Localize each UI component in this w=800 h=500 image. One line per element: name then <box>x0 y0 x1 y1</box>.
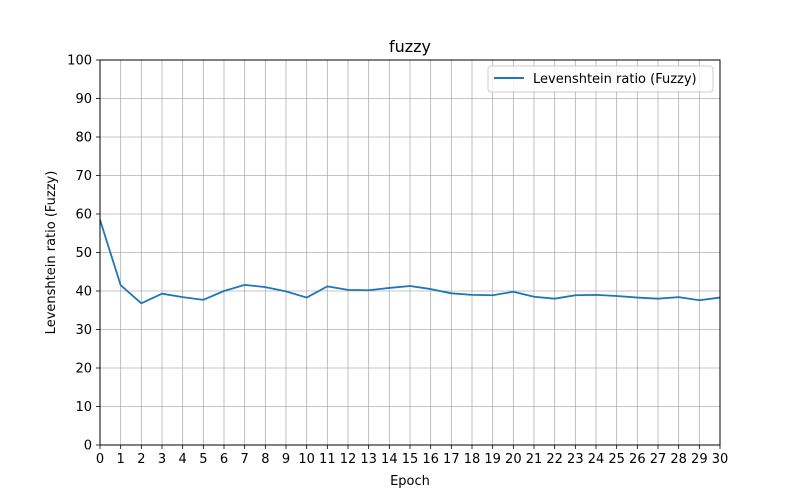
x-tick-label: 12 <box>340 452 357 467</box>
x-tick-label: 1 <box>117 452 125 467</box>
x-tick-label: 17 <box>443 452 460 467</box>
x-tick-label: 26 <box>629 452 646 467</box>
series-line <box>99 219 721 305</box>
x-tick-label: 13 <box>360 452 377 467</box>
y-tick-label: 60 <box>75 208 92 223</box>
x-tick-label: 22 <box>546 452 563 467</box>
x-tick-label: 15 <box>402 452 419 467</box>
x-tick-label: 23 <box>567 452 584 467</box>
chart-title: fuzzy <box>389 37 431 56</box>
y-tick-label: 100 <box>67 54 92 69</box>
y-tick-label: 70 <box>75 169 92 184</box>
y-tick-label: 40 <box>75 285 92 300</box>
y-tick-label: 10 <box>75 400 92 415</box>
x-tick-label: 18 <box>464 452 481 467</box>
x-tick-label: 7 <box>241 452 249 467</box>
x-tick-label: 21 <box>526 452 543 467</box>
legend-box <box>487 65 714 93</box>
x-tick-label: 4 <box>179 452 187 467</box>
x-tick-label: 30 <box>712 452 729 467</box>
y-axis-label: Levenshtein ratio (Fuzzy) <box>44 171 59 335</box>
x-tick-label: 0 <box>96 452 104 467</box>
legend: Levenshtein ratio (Fuzzy) <box>487 65 714 93</box>
y-tick-label: 80 <box>75 131 92 146</box>
x-tick-label: 11 <box>319 452 336 467</box>
x-tick-label: 16 <box>422 452 439 467</box>
x-tick-label: 8 <box>261 452 269 467</box>
x-tick-label: 25 <box>608 452 625 467</box>
x-tick-label: 20 <box>505 452 522 467</box>
x-axis-label: Epoch <box>390 474 430 489</box>
x-tick-label: 27 <box>650 452 667 467</box>
y-tick-label: 50 <box>75 246 92 261</box>
x-tick-label: 14 <box>381 452 398 467</box>
x-tick-label: 24 <box>588 452 605 467</box>
axis-ticks: 0 1 2 3 4 5 6 7 8 9 10 11 12 13 14 15 16 17 18 19 20 21 22 23 24… <box>67 54 728 468</box>
x-tick-label: 10 <box>298 452 315 467</box>
y-tick-label: 20 <box>75 362 92 377</box>
y-tick-label: 30 <box>75 323 92 338</box>
legend-label: Levenshtein ratio (Fuzzy) <box>533 72 697 87</box>
x-tick-label: 9 <box>282 452 290 467</box>
x-tick-label: 28 <box>670 452 687 467</box>
x-tick-label: 6 <box>220 452 228 467</box>
y-tick-label: 0 <box>84 439 92 454</box>
x-tick-label: 29 <box>691 452 708 467</box>
y-tick-label: 90 <box>75 92 92 107</box>
x-tick-label: 19 <box>484 452 501 467</box>
x-tick-label: 2 <box>137 452 145 467</box>
x-tick-label: 3 <box>158 452 166 467</box>
series-layer <box>99 219 721 305</box>
x-tick-label: 5 <box>199 452 207 467</box>
